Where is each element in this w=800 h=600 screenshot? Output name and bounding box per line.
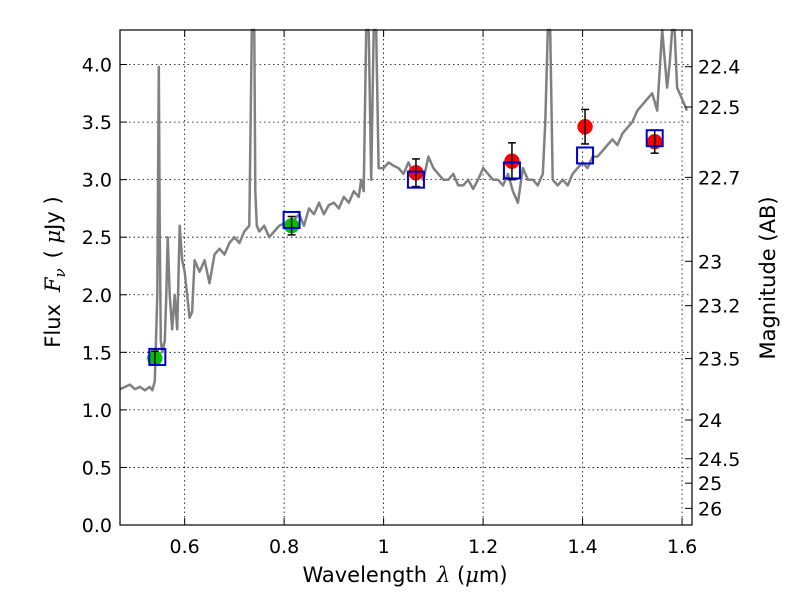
magnitude-axis-label: Magnitude (AB) (756, 196, 780, 359)
y-tick-label: 1.0 (82, 400, 112, 422)
grid-lines (120, 30, 692, 526)
y-tick-label: 2.0 (82, 285, 112, 307)
magnitude-tick-label: 22.4 (698, 57, 740, 79)
y-tick-label: 3.5 (82, 112, 112, 134)
y-tick-label: 3.0 (82, 170, 112, 192)
magnitude-tick-label: 23.5 (698, 349, 740, 371)
axis-ticks (120, 30, 692, 526)
x-tick-label: 1 (378, 536, 390, 558)
y-tick-label: 0.5 (82, 457, 112, 479)
magnitude-tick-labels: 22.4 22.5 22.7 23 23.2 23.5 24 24.525 26 (698, 57, 740, 521)
model-photometry-square (406, 170, 425, 189)
sed-model-line (119, 28, 689, 392)
magnitude-tick-label: 22.5 (698, 97, 740, 119)
x-tick-label: 0.8 (269, 536, 299, 558)
plot-frame (119, 29, 693, 526)
x-tick-label: 1.4 (567, 536, 597, 558)
y-tick-label: 0.0 (82, 515, 112, 537)
model-photometry-square (282, 210, 301, 229)
y-tick-labels: 0.0 0.5 1.0 1.5 2.0 2.5 3.0 3.5 4.0 (82, 55, 112, 537)
y-tick-label: 4.0 (82, 55, 112, 77)
observed-points (147, 118, 663, 366)
magnitude-tick-label: 23.2 (698, 296, 740, 318)
x-tick-label: 1.6 (667, 536, 697, 558)
y-tick-label: 2.5 (82, 227, 112, 249)
x-tick-label: 1.2 (468, 536, 498, 558)
magnitude-tick-label: 24.5 (698, 449, 740, 471)
magnitude-tick-label: 22.7 (698, 167, 740, 189)
magnitude-tick-label: 24 (698, 410, 722, 432)
model-photometry-square (502, 161, 521, 180)
model-photometry-square (645, 129, 664, 148)
y-axis-label: FluxFν( μJy ) (41, 196, 69, 347)
x-tick-labels: 0.6 0.8 1 1.2 1.4 1.6 (170, 536, 698, 558)
magnitude-tick-label: 25 (698, 473, 722, 495)
x-axis-label: Wavelength λ (μm) (302, 563, 507, 587)
sed-model-series (119, 28, 689, 392)
x-tick-label: 0.6 (170, 536, 200, 558)
y-tick-label: 1.5 (82, 342, 112, 364)
model-photometry-points (148, 129, 664, 366)
magnitude-tick-label: 26 (698, 498, 722, 520)
model-photometry-square (576, 146, 595, 165)
magnitude-tick-label: 23 (698, 251, 722, 273)
model-photometry-square (148, 347, 167, 366)
